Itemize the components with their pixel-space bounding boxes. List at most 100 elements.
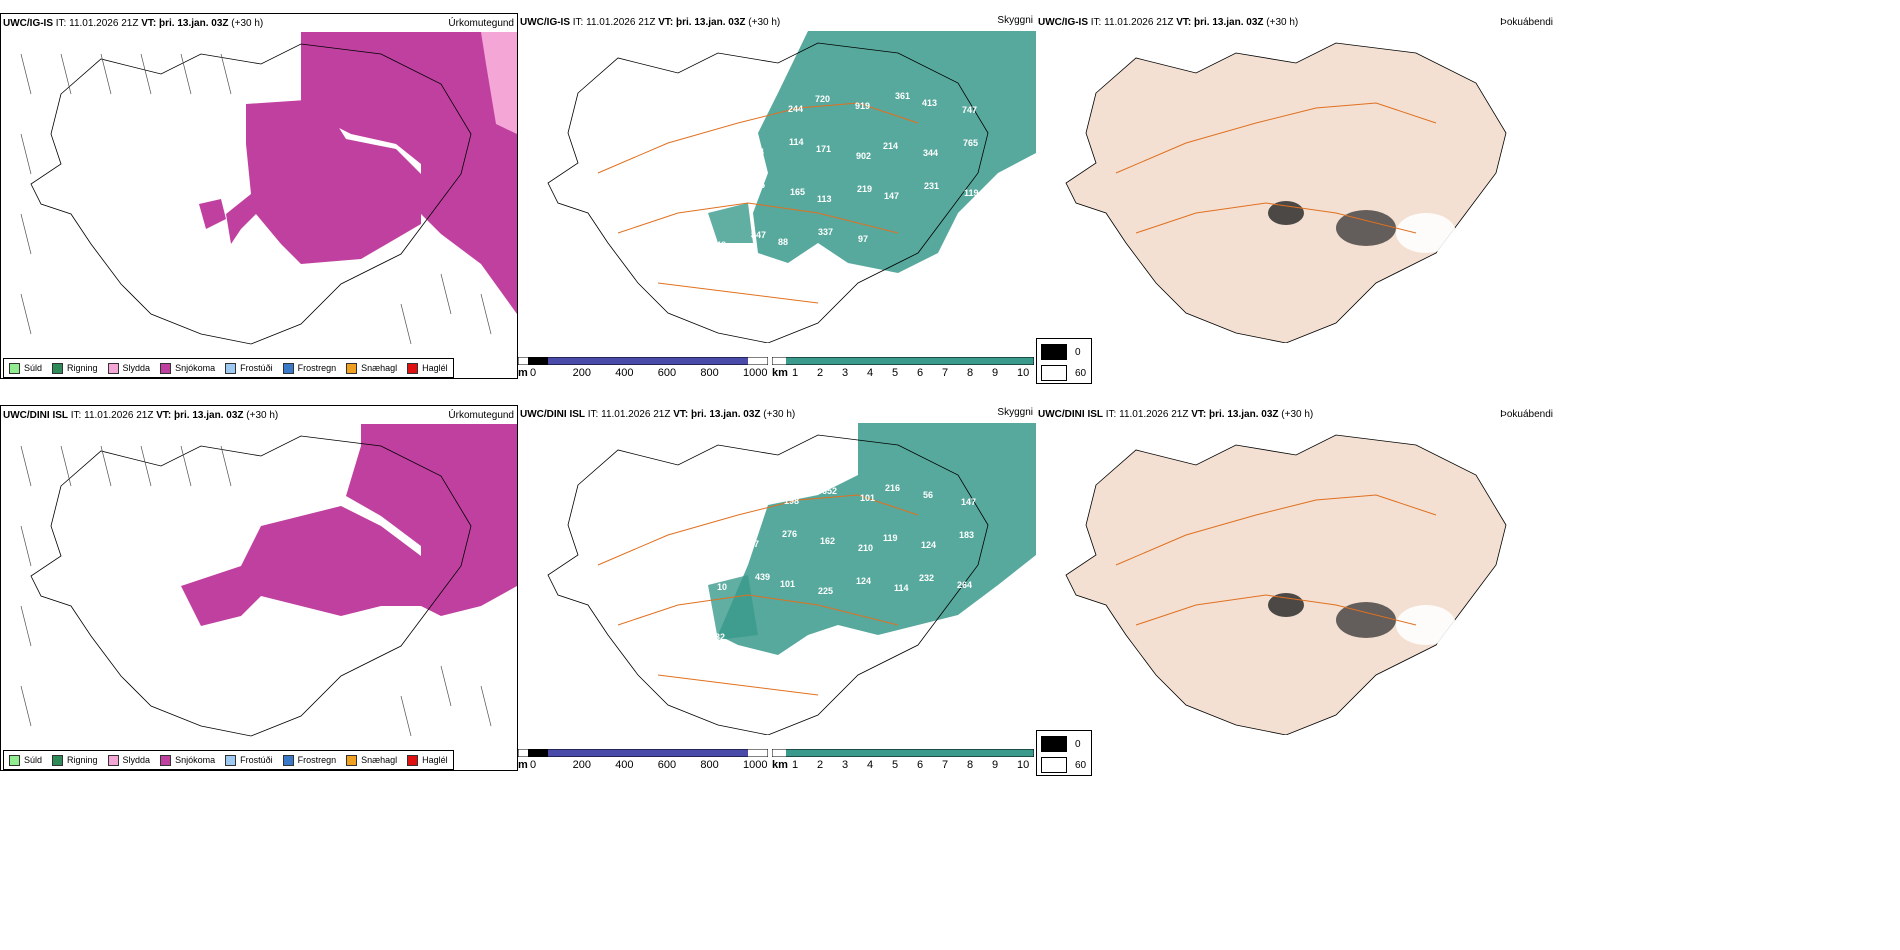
iceland-coastline bbox=[30, 435, 472, 737]
fog-spot bbox=[1336, 210, 1396, 246]
cloud-base-label: 57 bbox=[719, 532, 729, 542]
legend-label: Frostregn bbox=[297, 755, 337, 765]
cloud-base-label: 119 bbox=[964, 188, 979, 198]
init-time: 11.01.2026 21Z bbox=[586, 17, 656, 28]
cloud-base-colorbar: m 0 200 400 600 800 1000 bbox=[518, 749, 768, 775]
fog-spot bbox=[1268, 201, 1304, 225]
legend-swatch bbox=[225, 362, 237, 374]
model-name: UWC/DINI ISL bbox=[520, 409, 585, 420]
lead-time: (+30 h) bbox=[763, 409, 796, 420]
cloud-base-label: 765 bbox=[963, 138, 978, 148]
colorbar-tick: 8 bbox=[967, 367, 974, 379]
colorbar-tick: 1000 bbox=[743, 367, 768, 379]
cloud-base-label: 124 bbox=[921, 540, 936, 550]
legend-swatch bbox=[9, 362, 20, 374]
legend-label: Rigning bbox=[67, 755, 98, 765]
iceland-coastline bbox=[547, 434, 989, 735]
cloud-base-label: 162 bbox=[820, 536, 835, 546]
legend-label: Haglél bbox=[422, 755, 448, 765]
legend-item: Haglél bbox=[407, 362, 448, 374]
legend-item: Frostúði bbox=[225, 754, 273, 766]
colorbar-tick: 3 bbox=[842, 367, 849, 379]
product-name: Þokuábendi bbox=[1500, 17, 1553, 28]
colorbar-tick: 4 bbox=[867, 759, 874, 771]
cloud-base-label: 101 bbox=[780, 579, 795, 589]
colorbar-unit: km bbox=[772, 367, 788, 379]
colorbar-tick: 0 bbox=[530, 367, 537, 379]
cloud-base-label: 198 bbox=[784, 496, 799, 506]
panel-dini-precip-type: UWC/DINI ISL IT: 11.01.2026 21Z VT: þri.… bbox=[0, 405, 518, 771]
cloud-base-label: 276 bbox=[782, 529, 797, 539]
vt-label: VT: bbox=[673, 409, 689, 420]
legend-label: Rigning bbox=[67, 363, 98, 373]
visibility-area bbox=[718, 423, 1036, 655]
cloud-base-label: 114 bbox=[789, 137, 804, 147]
legend-swatch bbox=[52, 754, 64, 766]
legend-label: Haglél bbox=[422, 363, 448, 373]
fog-value: 60 bbox=[1075, 759, 1087, 771]
fog-value: 60 bbox=[1075, 367, 1087, 379]
colorbar-tick: 200 bbox=[572, 759, 591, 771]
fog-spot bbox=[1336, 602, 1396, 638]
init-time: 11.01.2026 21Z bbox=[601, 409, 671, 420]
legend-item: Frostregn bbox=[282, 362, 336, 374]
precip-type-map bbox=[20, 32, 517, 345]
cloud-base-label: 919 bbox=[855, 101, 870, 111]
legend-item: Frostúði bbox=[225, 362, 273, 374]
panel-dini-cloud: 296 402 198 652 101 216 56 147 57 157 276 162 210 119… bbox=[518, 405, 1036, 771]
colorbar-tick: 7 bbox=[942, 759, 949, 771]
cloud-base-label: 10 bbox=[717, 582, 727, 592]
cloud-base-label: 235 bbox=[750, 180, 765, 190]
cloud-base-label: 350 bbox=[709, 140, 724, 150]
it-label: IT: bbox=[572, 17, 584, 28]
cloud-base-label: 210 bbox=[858, 543, 873, 553]
cloud-base-label: 165 bbox=[790, 187, 805, 197]
legend-swatch bbox=[9, 754, 20, 766]
legend-item: Slydda bbox=[107, 754, 151, 766]
cloud-base-label: 902 bbox=[856, 151, 871, 161]
snow-area bbox=[226, 99, 421, 264]
vt-label: VT: bbox=[658, 17, 674, 28]
cloud-base-label: 225 bbox=[818, 586, 833, 596]
colorbar-tick: 5 bbox=[892, 759, 899, 771]
legend-label: Slydda bbox=[122, 755, 151, 765]
cloud-base-label: 439 bbox=[755, 572, 770, 582]
iceland-coastline bbox=[30, 43, 472, 345]
panel-ig-fog: UWC/IG-IS IT: 11.01.2026 21Z VT: þri. 13… bbox=[1036, 13, 1556, 384]
colorbar-tick: 400 bbox=[615, 367, 634, 379]
valid-time: þri. 13.jan. 03Z bbox=[1209, 409, 1279, 420]
cloud-base-label: 147 bbox=[884, 191, 899, 201]
precip-legend: Súld Rigning Slydda Snjókoma Frostúði Frostre… bbox=[3, 358, 454, 378]
legend-label: Súld bbox=[24, 755, 43, 765]
init-time: 11.01.2026 21Z bbox=[69, 18, 139, 29]
roads bbox=[1115, 494, 1437, 626]
cloud-base-label: 148 bbox=[711, 240, 726, 250]
product-name: Skyggni bbox=[997, 407, 1033, 418]
cloud-base-label: 652 bbox=[822, 486, 837, 496]
cloud-base-label: 264 bbox=[957, 580, 972, 590]
fog-swatch bbox=[1041, 365, 1067, 381]
model-name: UWC/DINI ISL bbox=[1038, 409, 1103, 420]
colorbar-tick: 1000 bbox=[743, 759, 768, 771]
cloud-base-label: 183 bbox=[959, 530, 974, 540]
lead-time: (+30 h) bbox=[246, 410, 279, 421]
colorbar-gradient bbox=[772, 749, 1034, 757]
panel-header: UWC/IG-IS IT: 11.01.2026 21Z VT: þri. 13… bbox=[520, 17, 780, 29]
lead-time: (+30 h) bbox=[1281, 409, 1314, 420]
fog-map bbox=[1065, 434, 1507, 735]
cloud-base-colorbar: m 0 200 400 600 800 1000 bbox=[518, 357, 768, 383]
lead-time: (+30 h) bbox=[748, 17, 781, 28]
colorbar-gradient bbox=[518, 749, 768, 757]
visibility-area bbox=[708, 575, 758, 640]
legend-swatch bbox=[225, 754, 237, 766]
fog-swatch bbox=[1041, 736, 1067, 752]
cloud-base-label: 113 bbox=[817, 194, 832, 204]
cloud-map: 296 402 198 652 101 216 56 147 57 157 276 162 210 119… bbox=[547, 423, 1036, 735]
vt-label: VT: bbox=[1191, 409, 1207, 420]
panel-header: UWC/DINI ISL IT: 11.01.2026 21Z VT: þri.… bbox=[3, 410, 278, 422]
panel-dini-fog: UWC/DINI ISL IT: 11.01.2026 21Z VT: þri.… bbox=[1036, 405, 1556, 776]
legend-item: Snjókoma bbox=[160, 362, 215, 374]
cloud-base-label: 214 bbox=[883, 141, 898, 151]
init-time: 11.01.2026 21Z bbox=[84, 410, 154, 421]
fog-spot bbox=[1396, 213, 1456, 253]
